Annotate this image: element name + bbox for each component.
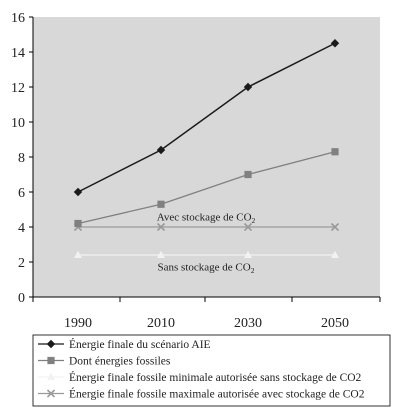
legend-label: Énergie finale du scénario AIE [69,337,211,351]
series-1-point [243,82,253,92]
series-4-point [330,222,340,232]
series-4-point [156,222,166,232]
y-tick-label: 14 [11,46,25,61]
series-1-point [156,145,166,155]
annotation-text: Sans stockage de CO [158,262,251,274]
annotation-subscript: 2 [251,266,255,275]
series-1-point [330,39,340,48]
series-line-1 [77,42,336,193]
y-tick-label: 2 [18,256,25,271]
x-tick-label: 2030 [234,316,262,331]
series-3-point [244,250,252,258]
series-2-point [74,219,82,228]
legend-label: Dont énergies fossiles [69,356,171,368]
series-3-point [157,250,165,258]
x-tick-label: 2050 [321,316,349,331]
series-line-2 [77,151,336,225]
y-tick-label: 8 [18,151,25,166]
legend-box [32,334,391,407]
series-2-point [331,148,339,156]
x-tick-label: 1990 [64,316,92,331]
legend-label: Énergie finale fossile maximale autorisé… [69,387,365,401]
series-3-point [331,250,339,258]
y-tick-label: 6 [18,186,25,201]
annotation-subscript: 2 [252,216,256,225]
series-2-point [244,170,252,179]
legend-label: Énergie finale fossile minimale autorisé… [69,370,362,384]
legend-swatch-marker [47,356,55,365]
series-1-point [73,187,83,197]
annotation-label: Avec stockage de CO2 [157,212,256,226]
series-3-point [74,250,82,258]
x-tick-label: 2010 [147,316,175,331]
legend-swatch-marker [47,372,55,380]
y-tick-label: 4 [18,221,25,236]
y-tick-label: 12 [11,81,25,96]
y-tick-label: 0 [18,291,25,306]
legend-swatch-marker [46,339,56,349]
y-tick-label: 10 [11,116,25,131]
y-tick-label: 16 [11,11,25,26]
plot-area [33,17,380,297]
legend-swatch-marker [46,389,56,398]
series-4-point [243,222,253,232]
annotation-text: Avec stockage de CO [157,212,252,224]
annotation-label: Sans stockage de CO2 [158,262,255,276]
series-2-point [157,200,165,208]
